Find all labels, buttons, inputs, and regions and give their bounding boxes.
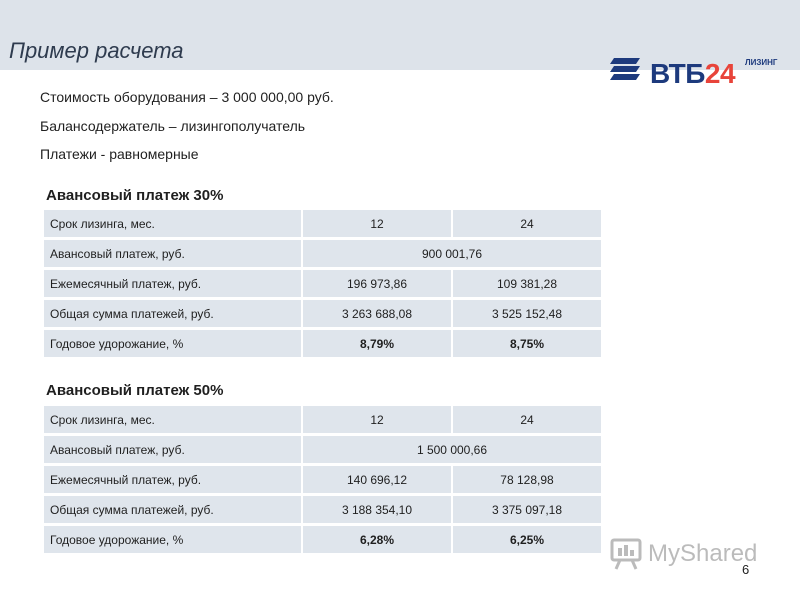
logo-text: ВТБ24	[650, 58, 736, 90]
table-row: Срок лизинга, мес. 12 24	[44, 406, 603, 433]
cell-24-months: 3 525 152,48	[453, 300, 603, 327]
header-band	[0, 0, 800, 70]
info-payments: Платежи - равномерные	[40, 146, 199, 162]
slide-title: Пример расчета	[9, 38, 184, 63]
cell-advance-merged: 900 001,76	[303, 240, 603, 267]
logo-sub: ЛИЗИНГ	[745, 58, 778, 67]
table-row: Годовое удорожание, % 6,28% 6,25%	[44, 526, 603, 553]
row-label: Ежемесячный платеж, руб.	[44, 466, 303, 493]
cell-12-months: 3 188 354,10	[303, 496, 453, 523]
section-title-50: Авансовый платеж 50%	[46, 382, 224, 399]
table-row: Авансовый платеж, руб. 900 001,76	[44, 240, 603, 267]
payment-table-30: Срок лизинга, мес. 12 24 Авансовый плате…	[44, 207, 603, 360]
payment-table-50: Срок лизинга, мес. 12 24 Авансовый плате…	[44, 403, 603, 556]
logo-number: 24	[704, 58, 736, 89]
table-row: Срок лизинга, мес. 12 24	[44, 210, 603, 237]
cell-12-months: 12	[303, 406, 453, 433]
row-label: Авансовый платеж, руб.	[44, 240, 303, 267]
cell-12-months: 3 263 688,08	[303, 300, 453, 327]
info-holder: Балансодержатель – лизингополучатель	[40, 118, 306, 134]
row-label: Ежемесячный платеж, руб.	[44, 270, 303, 297]
presentation-icon	[610, 538, 642, 570]
cell-12-months: 196 973,86	[303, 270, 453, 297]
table-row: Ежемесячный платеж, руб. 140 696,12 78 1…	[44, 466, 603, 493]
cell-24-months: 6,25%	[453, 526, 603, 553]
table-row: Общая сумма платежей, руб. 3 263 688,08 …	[44, 300, 603, 327]
row-label: Авансовый платеж, руб.	[44, 436, 303, 463]
table-row: Общая сумма платежей, руб. 3 188 354,10 …	[44, 496, 603, 523]
logo-brand: ВТБ	[650, 58, 705, 89]
row-label: Срок лизинга, мес.	[44, 210, 303, 237]
row-label: Общая сумма платежей, руб.	[44, 300, 303, 327]
row-label: Годовое удорожание, %	[44, 526, 303, 553]
cell-12-months: 140 696,12	[303, 466, 453, 493]
table-row: Авансовый платеж, руб. 1 500 000,66	[44, 436, 603, 463]
page-number: 6	[742, 562, 750, 577]
table-row: Ежемесячный платеж, руб. 196 973,86 109 …	[44, 270, 603, 297]
section-title-30: Авансовый платеж 30%	[46, 187, 224, 204]
vtb24-logo: ВТБ24 ЛИЗИНГ	[610, 52, 777, 98]
myshared-watermark: MyShared	[608, 536, 768, 572]
watermark-text: MyShared	[648, 540, 758, 567]
vtb-logo-icon	[610, 58, 640, 80]
cell-24-months: 24	[453, 406, 603, 433]
row-label: Годовое удорожание, %	[44, 330, 303, 357]
cell-24-months: 78 128,98	[453, 466, 603, 493]
cell-24-months: 24	[453, 210, 603, 237]
cell-12-months: 12	[303, 210, 453, 237]
row-label: Общая сумма платежей, руб.	[44, 496, 303, 523]
row-label: Срок лизинга, мес.	[44, 406, 303, 433]
cell-12-months: 8,79%	[303, 330, 453, 357]
table-row: Годовое удорожание, % 8,79% 8,75%	[44, 330, 603, 357]
cell-advance-merged: 1 500 000,66	[303, 436, 603, 463]
cell-24-months: 3 375 097,18	[453, 496, 603, 523]
cell-24-months: 8,75%	[453, 330, 603, 357]
info-cost: Стоимость оборудования – 3 000 000,00 ру…	[40, 89, 334, 105]
cell-12-months: 6,28%	[303, 526, 453, 553]
cell-24-months: 109 381,28	[453, 270, 603, 297]
